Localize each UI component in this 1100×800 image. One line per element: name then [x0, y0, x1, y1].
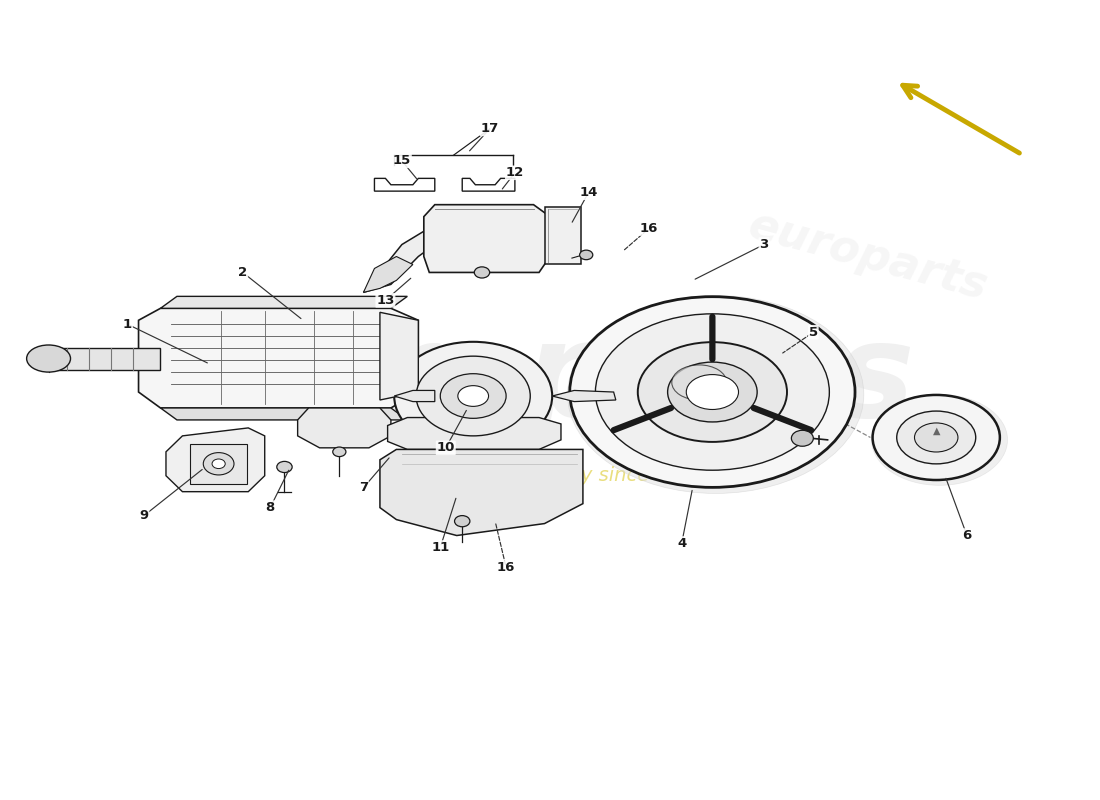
- Polygon shape: [379, 312, 418, 400]
- Ellipse shape: [394, 342, 552, 450]
- Ellipse shape: [595, 314, 829, 470]
- Polygon shape: [462, 178, 515, 191]
- Text: 16: 16: [497, 561, 515, 574]
- Text: 3: 3: [759, 238, 769, 251]
- Ellipse shape: [440, 374, 506, 418]
- Ellipse shape: [212, 459, 226, 469]
- Ellipse shape: [871, 394, 1008, 486]
- Ellipse shape: [638, 342, 786, 442]
- Polygon shape: [374, 178, 434, 191]
- Text: 7: 7: [359, 481, 369, 494]
- Ellipse shape: [672, 365, 727, 400]
- Ellipse shape: [570, 297, 855, 487]
- Ellipse shape: [458, 386, 488, 406]
- Text: 12: 12: [506, 166, 524, 179]
- Ellipse shape: [26, 345, 70, 372]
- Text: 8: 8: [265, 501, 275, 514]
- Polygon shape: [161, 408, 407, 420]
- Text: 17: 17: [481, 122, 498, 135]
- Text: 1: 1: [123, 318, 132, 330]
- Text: a passion for quality since 1983: a passion for quality since 1983: [395, 466, 705, 486]
- Ellipse shape: [580, 250, 593, 260]
- Bar: [190, 444, 248, 484]
- Polygon shape: [552, 390, 616, 402]
- Polygon shape: [363, 225, 440, 292]
- Text: 15: 15: [393, 154, 411, 167]
- Ellipse shape: [416, 356, 530, 436]
- Text: 10: 10: [437, 442, 455, 454]
- Text: 16: 16: [639, 222, 658, 235]
- Ellipse shape: [872, 395, 1000, 480]
- Polygon shape: [363, 257, 412, 292]
- Text: 14: 14: [580, 186, 597, 199]
- Ellipse shape: [686, 374, 738, 410]
- Polygon shape: [45, 348, 161, 370]
- Polygon shape: [379, 450, 583, 535]
- Ellipse shape: [332, 447, 345, 457]
- Ellipse shape: [914, 423, 958, 452]
- Ellipse shape: [568, 295, 864, 494]
- Polygon shape: [139, 308, 418, 408]
- Polygon shape: [166, 428, 265, 492]
- Polygon shape: [424, 205, 550, 273]
- Ellipse shape: [204, 453, 234, 475]
- Text: 5: 5: [808, 326, 818, 338]
- Ellipse shape: [454, 515, 470, 526]
- Text: 13: 13: [376, 294, 395, 307]
- Ellipse shape: [474, 267, 490, 278]
- Polygon shape: [298, 408, 390, 448]
- Ellipse shape: [896, 411, 976, 464]
- Text: europarts: europarts: [744, 204, 992, 309]
- Polygon shape: [387, 418, 561, 450]
- Text: 11: 11: [431, 541, 450, 554]
- Polygon shape: [394, 390, 435, 402]
- Text: 6: 6: [962, 529, 971, 542]
- Bar: [544, 207, 581, 265]
- Polygon shape: [161, 296, 407, 308]
- Text: 4: 4: [676, 537, 686, 550]
- Text: europarts: europarts: [185, 317, 915, 443]
- Ellipse shape: [668, 362, 757, 422]
- Text: 9: 9: [140, 509, 148, 522]
- Ellipse shape: [791, 430, 813, 446]
- Ellipse shape: [277, 462, 293, 473]
- Text: ▲: ▲: [933, 426, 940, 436]
- Text: 2: 2: [239, 266, 248, 279]
